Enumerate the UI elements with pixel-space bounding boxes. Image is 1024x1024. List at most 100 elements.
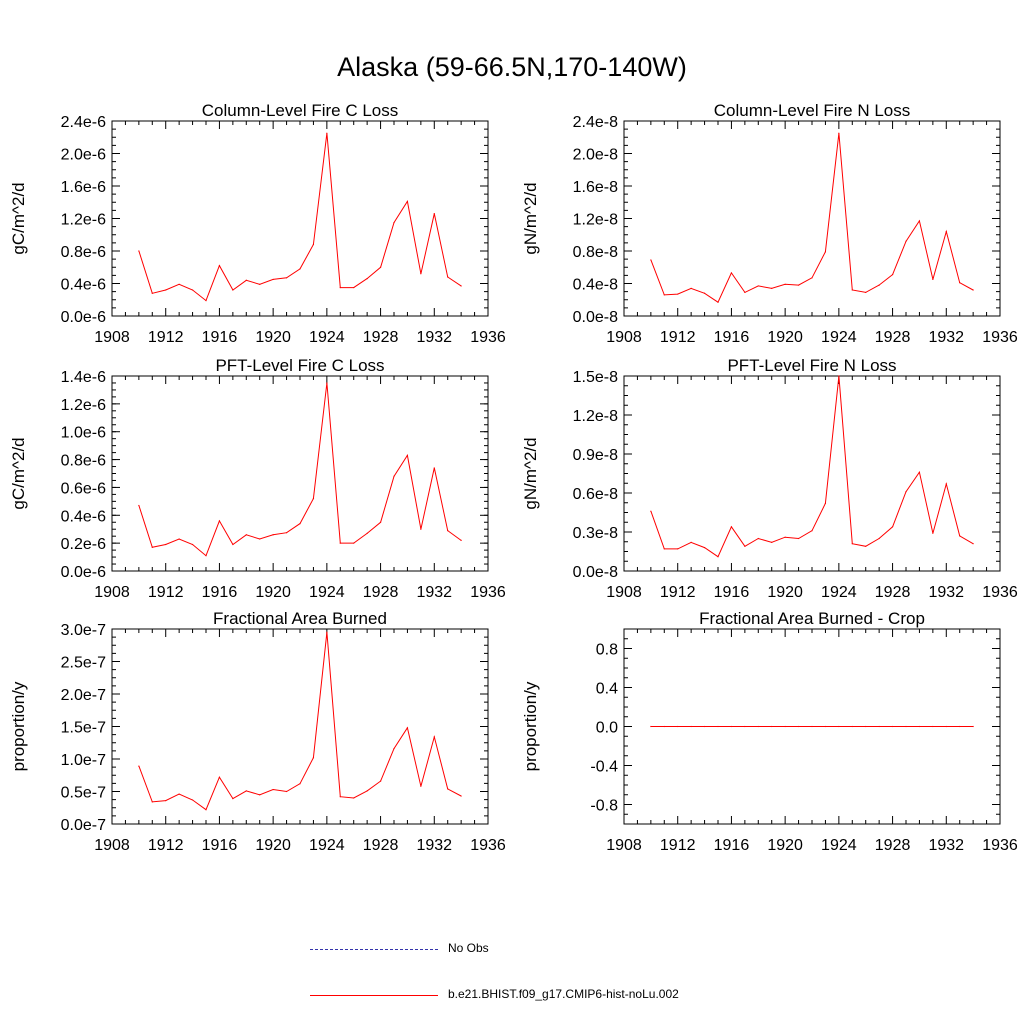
data-point: [932, 725, 934, 728]
data-point: [851, 289, 853, 291]
chart-title: PFT-Level Fire N Loss: [727, 356, 896, 375]
data-point: [650, 725, 652, 728]
data-point: [366, 532, 368, 534]
x-tick-label: 1928: [363, 584, 399, 601]
data-point: [353, 286, 355, 289]
y-tick-label: 1.5e-7: [61, 720, 106, 737]
data-point: [393, 475, 395, 477]
x-tick-label: 1916: [714, 329, 750, 346]
y-axis-label: gN/m^2/d: [521, 182, 540, 254]
data-point: [824, 725, 827, 728]
y-tick-label: 0.2e-6: [61, 536, 106, 553]
data-point: [663, 294, 665, 296]
data-point: [945, 725, 947, 728]
data-point: [460, 795, 462, 797]
data-point: [905, 240, 907, 242]
data-point: [245, 790, 247, 792]
data-point: [677, 293, 679, 295]
data-point: [151, 546, 153, 548]
x-tick-label: 1932: [416, 329, 452, 346]
data-point: [420, 785, 422, 787]
data-point: [165, 289, 167, 291]
x-tick-label: 1936: [982, 329, 1018, 346]
y-tick-label: 0.0e-7: [61, 817, 106, 834]
data-point: [299, 268, 301, 270]
x-tick-label: 1916: [202, 329, 238, 346]
data-point: [730, 272, 733, 274]
data-point: [797, 537, 800, 540]
data-point: [878, 725, 880, 728]
y-tick-label: 2.4e-8: [573, 114, 618, 131]
data-point: [245, 279, 247, 281]
x-tick-label: 1920: [767, 329, 803, 346]
data-point: [690, 541, 692, 544]
data-point: [205, 299, 207, 302]
plot-frame: [623, 375, 1001, 572]
data-point: [379, 521, 382, 523]
y-tick-label: 2.5e-7: [61, 655, 106, 672]
y-tick-label: 1.2e-8: [573, 212, 618, 229]
data-point: [326, 382, 328, 384]
data-point: [406, 727, 409, 729]
x-tick-label: 1932: [928, 329, 964, 346]
data-point: [299, 523, 301, 525]
x-tick-label: 1932: [416, 584, 452, 601]
y-tick-label: 2.0e-8: [573, 147, 618, 164]
data-point: [447, 530, 449, 532]
data-point: [259, 794, 261, 796]
data-point: [151, 801, 153, 803]
data-point: [218, 776, 221, 778]
y-tick-label: 0.4e-8: [573, 277, 618, 294]
x-tick-label: 1928: [875, 329, 911, 346]
data-point: [406, 200, 409, 203]
data-point: [285, 532, 288, 534]
data-point: [379, 780, 382, 782]
data-point: [366, 790, 368, 792]
data-point: [353, 542, 355, 544]
y-tick-label: 0.0e-6: [61, 564, 106, 581]
x-tick-label: 1908: [94, 837, 130, 854]
data-point: [838, 725, 840, 728]
y-tick-label: 0.6e-8: [573, 486, 618, 503]
data-point: [771, 725, 773, 728]
data-point: [744, 545, 746, 547]
x-tick-label: 1928: [875, 584, 911, 601]
data-point: [945, 230, 947, 233]
x-tick-label: 1920: [255, 837, 291, 854]
data-point: [717, 301, 719, 303]
data-point: [232, 289, 234, 291]
chart-panel-2: PFT-Level Fire C Loss gC/m^2/d 1908 1912 191…: [9, 356, 506, 601]
data-point: [757, 725, 759, 728]
data-point: [393, 748, 395, 750]
data-point: [433, 736, 435, 738]
series-line: [138, 382, 462, 557]
data-point: [703, 547, 706, 549]
y-tick-label: 0.0e-8: [573, 564, 618, 581]
data-point: [744, 725, 746, 728]
data-point: [972, 289, 974, 291]
data-point: [312, 757, 315, 759]
data-point: [905, 491, 907, 493]
y-tick-label: 0.4: [596, 681, 618, 698]
data-point: [353, 797, 355, 799]
chart-title: Column-Level Fire C Loss: [202, 101, 399, 120]
data-point: [677, 725, 679, 728]
data-point: [905, 725, 907, 728]
x-tick-label: 1924: [821, 584, 857, 601]
data-point: [312, 497, 315, 500]
legend-line-obs: [310, 949, 438, 950]
data-point: [650, 259, 652, 261]
x-tick-label: 1912: [148, 837, 184, 854]
x-tick-label: 1920: [767, 837, 803, 854]
data-point: [232, 543, 234, 546]
x-tick-label: 1912: [660, 584, 696, 601]
data-point: [703, 292, 706, 294]
data-point: [865, 545, 867, 547]
data-point: [717, 556, 719, 558]
x-tick-label: 1936: [470, 329, 506, 346]
data-point: [784, 283, 786, 285]
y-tick-label: 1.5e-8: [573, 369, 618, 386]
y-tick-label: 0.8: [596, 642, 618, 659]
data-point: [932, 278, 934, 281]
y-tick-label: 0.5e-7: [61, 785, 106, 802]
